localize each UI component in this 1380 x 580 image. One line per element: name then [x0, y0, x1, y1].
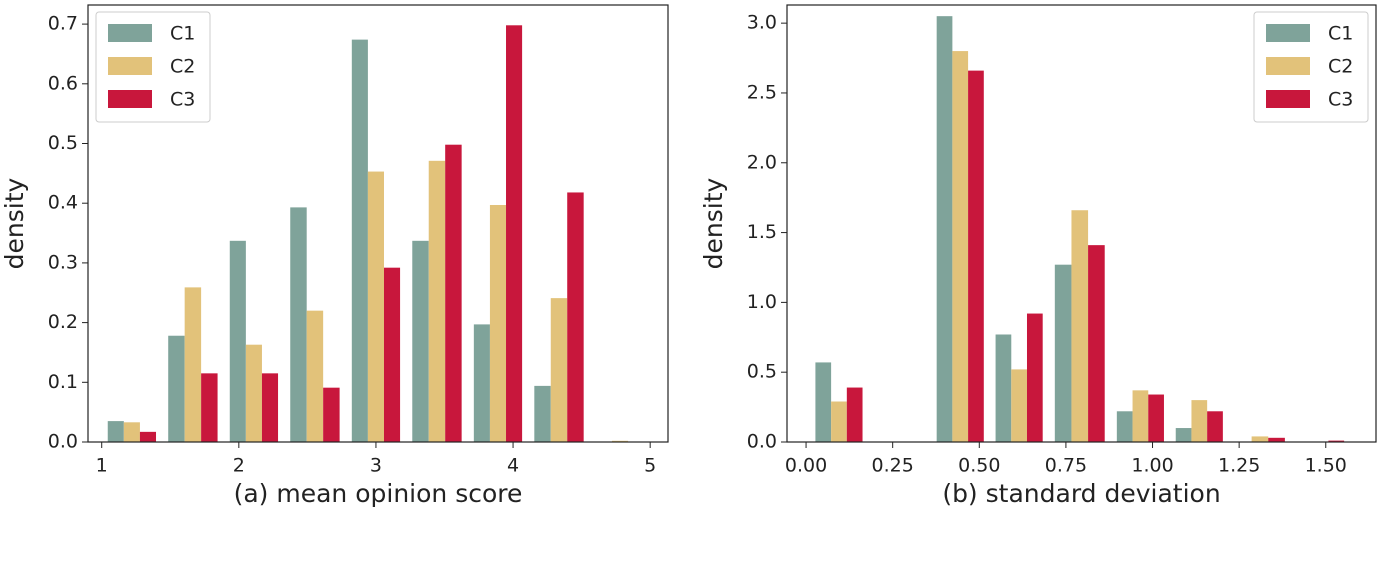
x-tick-label: 1.00 [1131, 455, 1173, 477]
legend-swatch [108, 57, 152, 75]
bar [968, 70, 984, 442]
bar [201, 373, 218, 442]
bar [306, 310, 324, 442]
y-tick-label: 0.0 [48, 431, 78, 453]
bar [323, 387, 340, 442]
bar [1054, 264, 1072, 442]
bar [995, 334, 1012, 442]
y-tick-label: 2.5 [747, 81, 777, 103]
x-tick-label: 1.25 [1218, 455, 1260, 477]
bar [428, 160, 446, 443]
bar [846, 387, 863, 442]
y-tick-label: 0.5 [48, 132, 78, 154]
bar [1191, 400, 1208, 442]
bar [139, 431, 157, 442]
x-axis-label: (a) mean opinion score [234, 479, 523, 508]
y-tick-label: 2.0 [747, 151, 777, 173]
bar [534, 385, 551, 442]
legend-label: C3 [170, 89, 195, 111]
bar [1175, 428, 1192, 442]
y-tick-label: 0.0 [747, 431, 777, 453]
legend-swatch [1266, 57, 1310, 75]
bar [1268, 437, 1285, 442]
legend-swatch [108, 90, 152, 108]
y-tick-label: 1.0 [747, 291, 777, 313]
y-tick-label: 3.0 [747, 12, 777, 34]
bar [952, 51, 969, 442]
y-tick-label: 0.7 [48, 13, 78, 35]
plot-frame [786, 4, 1377, 443]
y-tick-label: 1.5 [747, 221, 777, 243]
y-tick-label: 0.6 [48, 72, 78, 94]
legend-label: C3 [1328, 89, 1353, 111]
legend-label: C2 [170, 56, 195, 78]
x-tick-label: 2 [233, 455, 245, 477]
x-tick-label: 0.25 [872, 455, 914, 477]
y-tick-label: 0.3 [48, 251, 78, 273]
plot-frame [87, 4, 669, 443]
bar [168, 335, 185, 442]
bar [473, 324, 490, 442]
legend-label: C2 [1328, 56, 1353, 78]
bar [1116, 411, 1133, 442]
bar [107, 421, 124, 442]
y-tick-label: 0.1 [48, 371, 78, 393]
y-tick-label: 0.5 [747, 361, 777, 383]
bar [1132, 390, 1149, 442]
bar [351, 39, 368, 443]
bar [229, 240, 246, 442]
y-tick-label: 0.4 [48, 192, 78, 214]
x-tick-label: 5 [644, 455, 656, 477]
bar [1026, 313, 1043, 442]
bar [367, 171, 384, 443]
bar [1011, 369, 1027, 442]
x-axis-label: (b) standard deviation [942, 479, 1220, 508]
y-axis-label: density [699, 177, 728, 269]
bar [445, 144, 462, 442]
x-tick-label: 4 [507, 455, 519, 477]
bar [936, 16, 953, 442]
x-tick-label: 1 [96, 455, 108, 477]
bar [290, 207, 307, 442]
legend-swatch [108, 24, 152, 42]
bar [412, 240, 429, 442]
bar [1207, 411, 1223, 442]
bar [1088, 245, 1105, 442]
bar [815, 362, 832, 442]
legend-swatch [1266, 24, 1310, 42]
bar [261, 373, 279, 442]
bar [383, 267, 401, 442]
y-axis-label: density [0, 177, 29, 269]
bar [550, 298, 568, 442]
bar [1328, 440, 1345, 442]
bar [831, 401, 847, 442]
bar [123, 422, 140, 442]
bar [1251, 436, 1269, 442]
legend-label: C1 [170, 23, 195, 45]
x-tick-label: 0.50 [958, 455, 1000, 477]
x-tick-label: 1.50 [1305, 455, 1347, 477]
bar [184, 287, 202, 442]
x-tick-label: 0.00 [785, 455, 827, 477]
legend-swatch [1266, 90, 1310, 108]
x-tick-label: 3 [370, 455, 382, 477]
bar [506, 25, 523, 442]
bar [567, 192, 584, 442]
bar [1071, 210, 1089, 442]
bar [489, 204, 507, 442]
x-tick-label: 0.75 [1045, 455, 1087, 477]
bar [1148, 394, 1164, 442]
legend-label: C1 [1328, 23, 1353, 45]
bar [245, 344, 262, 442]
y-tick-label: 0.2 [48, 311, 78, 333]
